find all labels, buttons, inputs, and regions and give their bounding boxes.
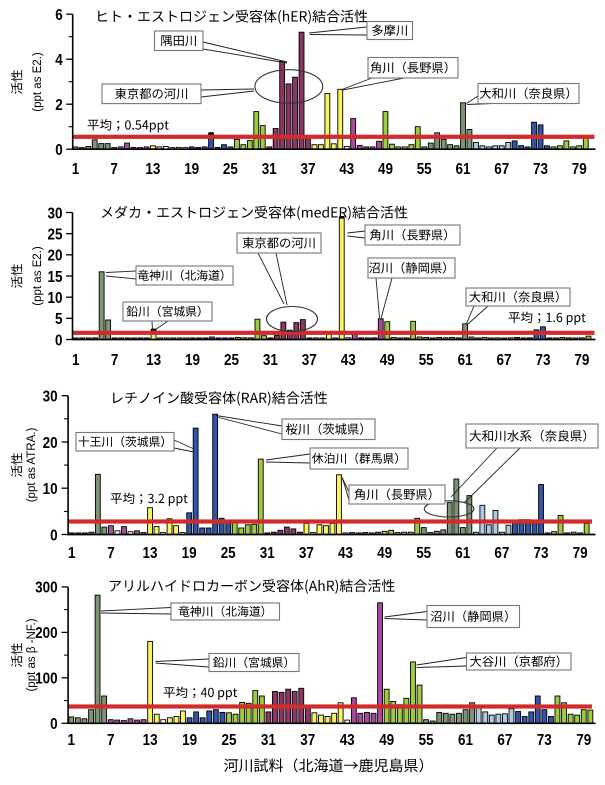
svg-text:20: 20 <box>48 248 63 265</box>
svg-text:19: 19 <box>182 732 197 749</box>
svg-text:55: 55 <box>419 732 434 749</box>
svg-text:300: 300 <box>35 580 58 597</box>
svg-text:55: 55 <box>419 352 434 369</box>
svg-text:4: 4 <box>55 52 63 69</box>
svg-text:0: 0 <box>50 527 58 544</box>
svg-text:1: 1 <box>68 545 76 562</box>
svg-text:67: 67 <box>494 161 509 178</box>
svg-text:13: 13 <box>143 732 158 749</box>
svg-text:73: 73 <box>533 161 548 178</box>
svg-text:67: 67 <box>494 545 509 562</box>
svg-text:55: 55 <box>416 545 431 562</box>
svg-text:100: 100 <box>35 671 58 688</box>
svg-text:61: 61 <box>455 545 470 562</box>
svg-text:79: 79 <box>574 352 589 369</box>
svg-text:31: 31 <box>263 352 278 369</box>
svg-text:(ppt as β -NF.): (ppt as β -NF.) <box>26 618 38 691</box>
svg-text:19: 19 <box>185 352 200 369</box>
svg-text:6: 6 <box>55 7 63 24</box>
svg-text:0: 0 <box>50 716 58 733</box>
svg-text:5: 5 <box>55 311 63 328</box>
svg-text:79: 79 <box>573 545 588 562</box>
svg-text:25: 25 <box>224 352 239 369</box>
svg-text:7: 7 <box>107 545 115 562</box>
svg-text:2: 2 <box>55 97 63 114</box>
svg-text:49: 49 <box>379 732 394 749</box>
svg-text:43: 43 <box>340 732 355 749</box>
svg-text:7: 7 <box>110 161 118 178</box>
svg-text:1: 1 <box>72 161 80 178</box>
svg-text:49: 49 <box>380 352 395 369</box>
svg-text:15: 15 <box>48 269 63 286</box>
svg-text:73: 73 <box>534 545 549 562</box>
svg-text:(ppt as E2.): (ppt as E2.) <box>32 52 44 112</box>
svg-text:79: 79 <box>576 732 591 749</box>
svg-text:43: 43 <box>339 161 354 178</box>
svg-text:10: 10 <box>43 481 58 498</box>
svg-text:20: 20 <box>43 435 58 452</box>
svg-text:30: 30 <box>43 389 58 406</box>
svg-text:25: 25 <box>222 732 237 749</box>
svg-text:67: 67 <box>497 352 512 369</box>
svg-text:61: 61 <box>458 732 473 749</box>
svg-text:37: 37 <box>299 545 314 562</box>
svg-text:49: 49 <box>377 545 392 562</box>
svg-text:1: 1 <box>72 352 80 369</box>
svg-text:61: 61 <box>456 161 471 178</box>
svg-text:37: 37 <box>301 161 316 178</box>
svg-text:19: 19 <box>182 545 197 562</box>
svg-text:37: 37 <box>302 352 317 369</box>
svg-text:1: 1 <box>68 732 76 749</box>
svg-text:49: 49 <box>378 161 393 178</box>
svg-text:13: 13 <box>145 161 160 178</box>
svg-text:19: 19 <box>184 161 199 178</box>
svg-text:200: 200 <box>35 625 58 642</box>
svg-text:7: 7 <box>107 732 115 749</box>
svg-text:7: 7 <box>111 352 119 369</box>
svg-text:13: 13 <box>146 352 161 369</box>
svg-text:13: 13 <box>143 545 158 562</box>
svg-text:0: 0 <box>55 142 63 159</box>
svg-text:(ppt as ATRA.): (ppt as ATRA.) <box>26 428 38 503</box>
svg-text:61: 61 <box>458 352 473 369</box>
svg-text:37: 37 <box>300 732 315 749</box>
svg-text:25: 25 <box>223 161 238 178</box>
svg-text:73: 73 <box>537 732 552 749</box>
svg-text:10: 10 <box>48 290 63 307</box>
svg-text:79: 79 <box>572 161 587 178</box>
svg-text:(ppt as E2.): (ppt as E2.) <box>32 246 44 306</box>
svg-text:43: 43 <box>341 352 356 369</box>
svg-text:30: 30 <box>48 205 63 222</box>
svg-text:31: 31 <box>261 732 276 749</box>
svg-text:67: 67 <box>497 732 512 749</box>
svg-text:31: 31 <box>260 545 275 562</box>
svg-text:73: 73 <box>536 352 551 369</box>
svg-text:43: 43 <box>338 545 353 562</box>
svg-text:0: 0 <box>55 332 63 349</box>
svg-text:25: 25 <box>48 227 63 244</box>
svg-text:55: 55 <box>417 161 432 178</box>
svg-text:31: 31 <box>262 161 277 178</box>
svg-text:25: 25 <box>221 545 236 562</box>
